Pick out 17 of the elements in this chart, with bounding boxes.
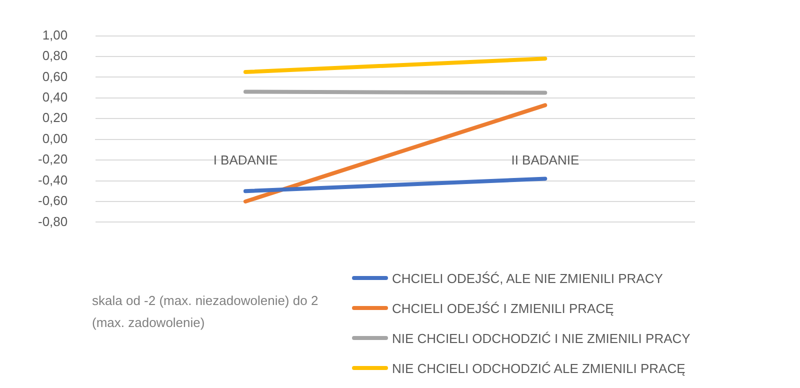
y-tick-label: -0,40 (38, 172, 68, 188)
legend-label: CHCIELI ODEJŚĆ I ZMIENILI PRACĘ (392, 300, 614, 316)
y-tick-label: 0,80 (42, 48, 68, 64)
x-tick-label: II BADANIE (511, 152, 580, 168)
y-tick-label: 0,60 (42, 68, 68, 84)
y-tick-label: 0,20 (42, 110, 68, 126)
y-tick-label: -0,60 (38, 193, 68, 208)
legend-label: NIE CHCIELI ODCHODZIĆ I NIE ZMIENILI PRACY (392, 330, 690, 346)
legend-label: CHCIELI ODEJŚĆ, ALE NIE ZMIENILI PRACY (392, 270, 663, 286)
legend-label: NIE CHCIELI ODCHODZIĆ ALE ZMIENILI PRACĘ (392, 360, 686, 376)
y-tick-label: -0,20 (38, 152, 68, 167)
x-tick-label: I BADANIE (213, 152, 278, 168)
text: skala od -2 (max. niezadowolenie) do 2 (max. zadowolenie) (92, 292, 320, 332)
y-tick-label: -0,80 (38, 214, 68, 229)
y-tick-label: 0,40 (42, 90, 68, 105)
y-tick-label: 0,00 (42, 130, 68, 146)
y-tick-label: 1,00 (42, 27, 68, 42)
